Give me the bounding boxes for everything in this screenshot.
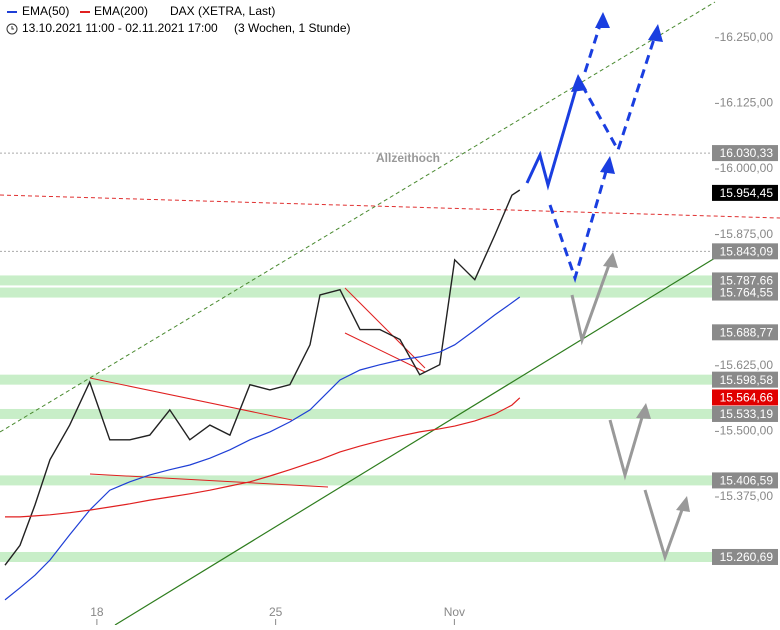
- legend-item: DAX (XETRA, Last): [170, 4, 275, 18]
- header: EMA(50) EMA(200) DAX (XETRA, Last) 13.10…: [6, 4, 351, 35]
- level-box: [712, 405, 778, 422]
- arrow-gray: [608, 413, 645, 481]
- arrow-gray: [643, 489, 685, 562]
- clock-icon: [6, 23, 18, 35]
- level-box: [712, 243, 778, 260]
- annotation: Allzeithoch: [376, 151, 440, 165]
- zones: [0, 152, 715, 562]
- level-box: [712, 389, 778, 406]
- level-label: 15.598,58: [720, 373, 774, 387]
- y-tick-label: 15.500,00: [720, 424, 774, 438]
- level-label: 15.564,66: [720, 391, 774, 405]
- level-label: 15.954,45: [720, 186, 774, 200]
- arrowhead: [595, 12, 610, 28]
- x-tick-label: Nov: [444, 605, 465, 619]
- level-label: 16.030,33: [720, 146, 774, 160]
- subtitle-note: (3 Wochen, 1 Stunde): [234, 21, 351, 35]
- ema-line: [4, 296, 521, 601]
- level-box: [712, 184, 778, 201]
- arrowhead: [676, 496, 690, 512]
- arrow-main: [525, 81, 580, 191]
- level-label: 15.688,77: [720, 325, 774, 339]
- level-box: [712, 324, 778, 341]
- y-tick-label: 15.625,00: [720, 358, 774, 372]
- level-box: [712, 284, 778, 301]
- trend-resistance: [0, 194, 780, 219]
- arrow-alt: [580, 35, 657, 154]
- x-tick-label: 18: [90, 605, 104, 619]
- level-label: 15.764,55: [720, 286, 774, 300]
- legend-item: EMA(50): [22, 4, 69, 18]
- triangle-upper: [89, 377, 293, 421]
- support-zone: [0, 275, 715, 286]
- level-box: [712, 272, 778, 289]
- level-box: [712, 548, 778, 565]
- ema-line: [5, 397, 521, 518]
- support-zone: [0, 408, 715, 419]
- flag-upper: [344, 287, 426, 369]
- x-tick-label: 25: [269, 605, 283, 619]
- axes: 16.250,00 16.125,00 16.000,00 15.875,00 15.6…: [90, 30, 778, 625]
- legend-item: EMA(200): [94, 4, 148, 18]
- level-box: [712, 145, 778, 162]
- arrowhead: [636, 403, 651, 419]
- y-tick-label: 16.000,00: [720, 161, 774, 175]
- y-tick-label: 16.125,00: [720, 96, 774, 110]
- flag-lower: [344, 332, 426, 373]
- clock-hand: [11, 26, 14, 30]
- y-tick-label: 16.250,00: [720, 30, 774, 44]
- scenario-arrows: [525, 12, 690, 562]
- level-label: 15.787,66: [720, 274, 774, 288]
- support-zone: [0, 551, 715, 562]
- arrowhead: [600, 156, 615, 174]
- trend-support: [114, 257, 716, 626]
- level-label: 15.260,69: [720, 550, 774, 564]
- level-label: 15.533,19: [720, 407, 774, 421]
- plot: [4, 189, 521, 601]
- arrow-alt: [548, 167, 609, 283]
- price-line: [4, 189, 521, 566]
- triangle-lower: [89, 473, 329, 488]
- level-label: 15.843,09: [720, 245, 774, 259]
- level-box: [712, 472, 778, 489]
- arrow-gray: [570, 261, 612, 346]
- subtitle: 13.10.2021 11:00 - 02.11.2021 17:00: [22, 21, 218, 35]
- support-zone: [0, 287, 715, 298]
- support-zone: [0, 374, 715, 385]
- level-label: 15.406,59: [720, 474, 774, 488]
- support-zone: [0, 475, 715, 486]
- y-tick-label: 15.875,00: [720, 227, 774, 241]
- level-box: [712, 371, 778, 388]
- trend-channel-upper: [0, 1, 716, 433]
- arrowhead: [603, 252, 618, 268]
- arrowhead: [648, 24, 663, 42]
- y-tick-label: 15.375,00: [720, 489, 774, 503]
- arrow-alt: [583, 21, 603, 73]
